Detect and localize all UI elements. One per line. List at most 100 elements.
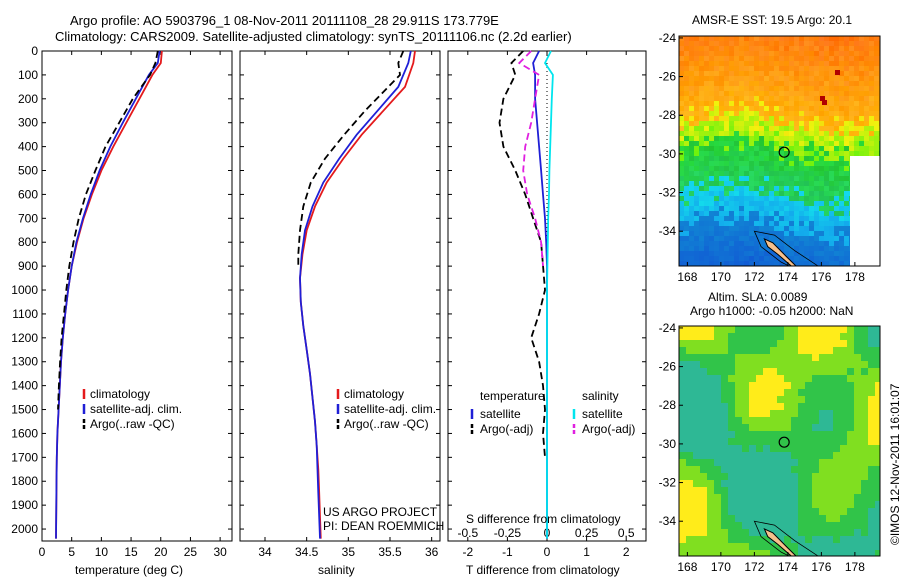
difference-xtick-label: -2 [462,545,473,559]
depth-tick-label: 1000 [11,283,38,297]
depth-tick-label: 300 [18,116,38,130]
legend-header-temperature: temperature [480,389,545,403]
sla-lat-tick-label: -32 [659,476,677,490]
legend-header-salinity: salinity [582,389,619,403]
depth-tick-label: 0 [31,44,38,58]
depth-tick-label: 1400 [11,379,38,393]
legend-entry: climatology [90,387,150,401]
difference-xlabel-t: T difference from climatology [466,563,620,577]
sla-map-title: Altim. SLA: 0.0089 [708,290,808,304]
sla-map: 168 170 172 174 176 178 -24 -26 -28 -30 -32 -34 [659,321,881,574]
series-satellite-adj-clim- [55,50,161,539]
isobath-contour [753,230,819,266]
legend-entry: satellite [582,407,623,421]
depth-tick-label: 1100 [12,307,38,321]
salinity-xtick-label: 35.5 [378,545,402,559]
difference-xtick-label: 2 [623,545,630,559]
depth-tick-label: 700 [18,211,38,225]
depth-tick-label: 500 [18,164,38,178]
sst-lon-tick-label: 176 [811,270,831,284]
figure-title-line-2: Climatology: CARS2009. Satellite-adjuste… [55,29,572,44]
copyright-label: ©IMOS 12-Nov-2011 16:01:07 [888,383,900,545]
depth-tick-label: 1200 [11,331,38,345]
depth-tick-label: 1600 [11,426,38,440]
depth-tick-label: 1800 [11,474,38,488]
salinity-xtick-label: 34 [258,545,272,559]
sla-lon-tick-label: 168 [677,560,697,574]
legend-entry: Argo(..raw -QC) [90,417,175,431]
temperature-xtick-label: 30 [213,545,227,559]
sla-lon-tick-label: 170 [711,560,731,574]
pi-label: PI: DEAN ROEMMICH [323,519,445,533]
sla-lat-tick-label: -34 [659,514,677,528]
salinity-xtick-label: 34.5 [295,545,319,559]
temperature-xtick-label: 0 [39,545,46,559]
depth-tick-label: 200 [18,92,38,106]
argo-position-marker [778,436,790,448]
sla-field [679,326,880,556]
sst-lat-tick-label: -34 [659,224,677,238]
depth-tick-label: 1300 [11,355,38,369]
legend-entry: climatology [344,387,404,401]
temperature-xtick-label: 15 [124,545,138,559]
depth-tick-label: 1700 [11,450,38,464]
panel-temperature: 0100200300400500600700800900100011001200… [11,44,233,559]
panel-salinity: 34 34.5 35 35.5 36 climatologysatellite-adj. … [239,50,441,559]
sst-map-title: AMSR-E SST: 19.5 Argo: 20.1 [692,13,853,27]
temperature-xtick-label: 5 [68,545,75,559]
sst-lon-tick-label: 168 [677,270,697,284]
sst-lon-tick-label: 172 [744,270,764,284]
depth-tick-label: 600 [18,187,38,201]
series-salinity-argo-adj- [517,50,544,267]
legend-entry: satellite-adj. clim. [90,402,182,416]
sla-lat-tick-label: -28 [659,398,677,412]
sst-lat-tick-label: -24 [659,31,677,45]
argo-position-marker [778,146,790,158]
sst-lat-tick-label: -28 [659,108,677,122]
sdiff-tick-label: -0.25 [494,526,522,540]
sla-lat-tick-label: -24 [659,321,677,335]
depth-tick-label: 100 [18,68,38,82]
new-zealand-land [763,527,797,556]
salinity-xtick-label: 35 [342,545,356,559]
sst-lat-tick-label: -26 [659,70,677,84]
sst-map: 168 170 172 174 176 178 -24 -26 -28 -30 -32 -34 [659,31,881,284]
sla-lon-tick-label: 178 [845,560,865,574]
isobath-contour [753,520,819,556]
series-salinity-satellite [543,50,554,539]
figure-title-line-1: Argo profile: AO 5903796_1 08-Nov-2011 2… [70,13,499,28]
series-argo-raw-qc- [297,50,405,267]
legend-entry: Argo(-adj) [480,422,533,436]
series-argo-raw-qc- [57,50,159,410]
sst-lon-tick-label: 178 [845,270,865,284]
difference-xlabel-s: S difference from climatology [466,512,621,526]
temperature-axes-box [41,50,233,542]
legend-entry: Argo(..raw -QC) [344,417,429,431]
depth-tick-label: 1500 [11,403,38,417]
sst-lat-tick-label: -30 [659,147,677,161]
salinity-xlabel: salinity [318,563,355,577]
sla-map-frame [678,325,881,557]
salinity-xtick-label: 36 [425,545,439,559]
temperature-xtick-label: 10 [95,545,109,559]
sdiff-tick-label: 0.5 [618,526,635,540]
sst-lon-tick-label: 174 [778,270,798,284]
temperature-xlabel: temperature (deg C) [75,563,184,577]
depth-tick-label: 800 [18,235,38,249]
difference-xtick-label: 1 [583,545,590,559]
series-satellite-adj-clim- [299,50,412,539]
difference-xtick-label: -1 [502,545,513,559]
legend-entry: satellite-adj. clim. [344,402,436,416]
depth-tick-label: 900 [18,259,38,273]
sla-lat-tick-label: -26 [659,360,677,374]
sst-map-frame [678,35,881,267]
sla-lon-tick-label: 174 [778,560,798,574]
salinity-axes-box [239,50,441,542]
temperature-xtick-label: 20 [154,545,168,559]
depth-tick-label: 2000 [11,522,38,536]
sst-lat-tick-label: -32 [659,186,677,200]
new-zealand-land [763,237,797,266]
sst-lon-tick-label: 170 [711,270,731,284]
sdiff-tick-label: 0.25 [575,526,599,540]
